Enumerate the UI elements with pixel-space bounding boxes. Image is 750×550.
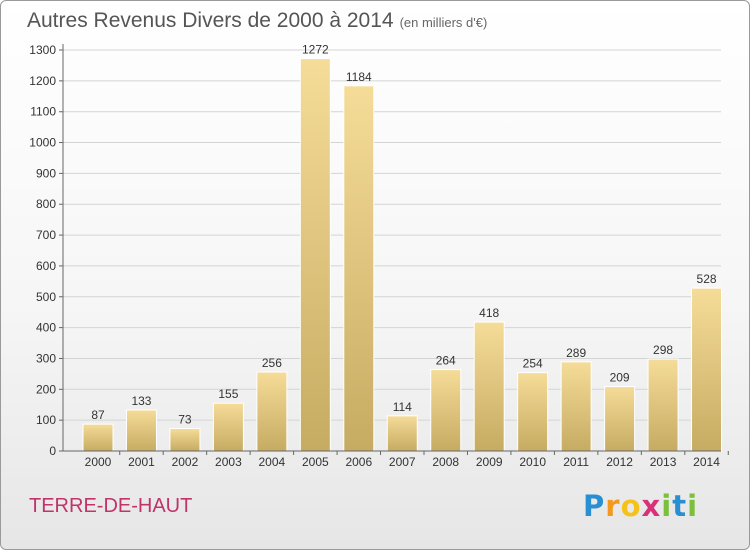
- logo-letter: r: [605, 489, 621, 523]
- x-tick-label: 2001: [128, 455, 155, 469]
- bar-value-label: 528: [697, 272, 717, 286]
- bar-value-label: 1184: [346, 70, 372, 84]
- x-tick-label: 2014: [693, 455, 720, 469]
- bar: [82, 423, 114, 452]
- y-tick-label: 200: [36, 382, 56, 396]
- chart-title-text: Autres Revenus Divers de 2000 à 2014: [27, 9, 394, 32]
- y-tick-label: 100: [36, 413, 56, 427]
- bar: [386, 415, 418, 452]
- x-tick-label: 2009: [476, 455, 503, 469]
- bar: [256, 371, 288, 452]
- y-tick-label: 800: [36, 197, 56, 211]
- x-tick-label: 2005: [302, 455, 329, 469]
- bar: [647, 358, 679, 452]
- bar: [212, 402, 244, 452]
- logo-letter: x: [641, 489, 662, 523]
- y-tick-label: 500: [36, 290, 56, 304]
- y-tick-label: 900: [36, 166, 56, 180]
- logo-letter: i: [661, 489, 673, 523]
- bar: [430, 369, 462, 452]
- x-tick-label: 2011: [563, 455, 589, 469]
- x-tick-label: 2004: [259, 455, 286, 469]
- bar-value-label: 418: [479, 306, 499, 320]
- bar-value-label: 114: [393, 400, 412, 414]
- bar-value-label: 298: [653, 343, 673, 357]
- x-tick-label: 2003: [215, 455, 242, 469]
- x-tick-label: 2008: [432, 455, 459, 469]
- commune-name: TERRE-DE-HAUT: [29, 495, 193, 517]
- bar: [691, 287, 723, 452]
- y-tick-label: 700: [36, 228, 56, 242]
- proxiti-logo: Proxiti: [583, 489, 698, 523]
- x-tick-label: 2010: [519, 455, 546, 469]
- y-tick-label: 1200: [29, 74, 56, 88]
- bar: [125, 409, 157, 452]
- y-tick-label: 600: [36, 259, 56, 273]
- logo-letter: t: [672, 489, 688, 523]
- x-tick-label: 2013: [650, 455, 677, 469]
- logo-letter: P: [583, 489, 606, 523]
- bar-value-label: 264: [436, 354, 456, 368]
- logo-letter: i: [687, 489, 699, 523]
- bar-value-label: 256: [262, 356, 282, 370]
- bar-value-label: 87: [91, 408, 105, 422]
- x-tick-label: 2002: [172, 455, 199, 469]
- x-tick-label: 2006: [345, 455, 372, 469]
- y-tick-label: 0: [49, 444, 56, 458]
- bar: [517, 372, 549, 452]
- bar-value-label: 133: [131, 394, 151, 408]
- labels: 0 100 200 300 400 500 600 700 800 900 1000 1100 1200…: [29, 43, 720, 469]
- y-tick-label: 1300: [29, 43, 56, 57]
- x-tick-label: 2007: [389, 455, 416, 469]
- y-tick-label: 400: [36, 321, 56, 335]
- bars: [82, 58, 723, 452]
- axes: [59, 44, 729, 455]
- bar-value-label: 73: [178, 412, 192, 426]
- logo-letter: o: [620, 489, 642, 523]
- bar: [560, 361, 592, 452]
- bar-value-label: 254: [523, 357, 543, 371]
- y-tick-label: 300: [36, 351, 56, 365]
- bar: [473, 321, 505, 452]
- bar: [343, 85, 375, 452]
- bar-value-label: 155: [218, 387, 238, 401]
- bar: [169, 427, 201, 452]
- y-tick-label: 1000: [29, 136, 56, 150]
- bar: [299, 58, 331, 452]
- chart-unit: (en milliers d'€): [399, 15, 488, 30]
- y-tick-label: 1100: [30, 105, 56, 119]
- x-tick-label: 2000: [85, 455, 112, 469]
- bar-value-label: 289: [566, 346, 586, 360]
- grid-lines: [63, 49, 721, 421]
- bar-value-label: 1272: [302, 43, 329, 57]
- x-tick-label: 2012: [606, 455, 633, 469]
- bar-value-label: 209: [610, 371, 630, 385]
- chart-title: Autres Revenus Divers de 2000 à 2014 (en …: [27, 9, 487, 33]
- bar: [604, 386, 636, 452]
